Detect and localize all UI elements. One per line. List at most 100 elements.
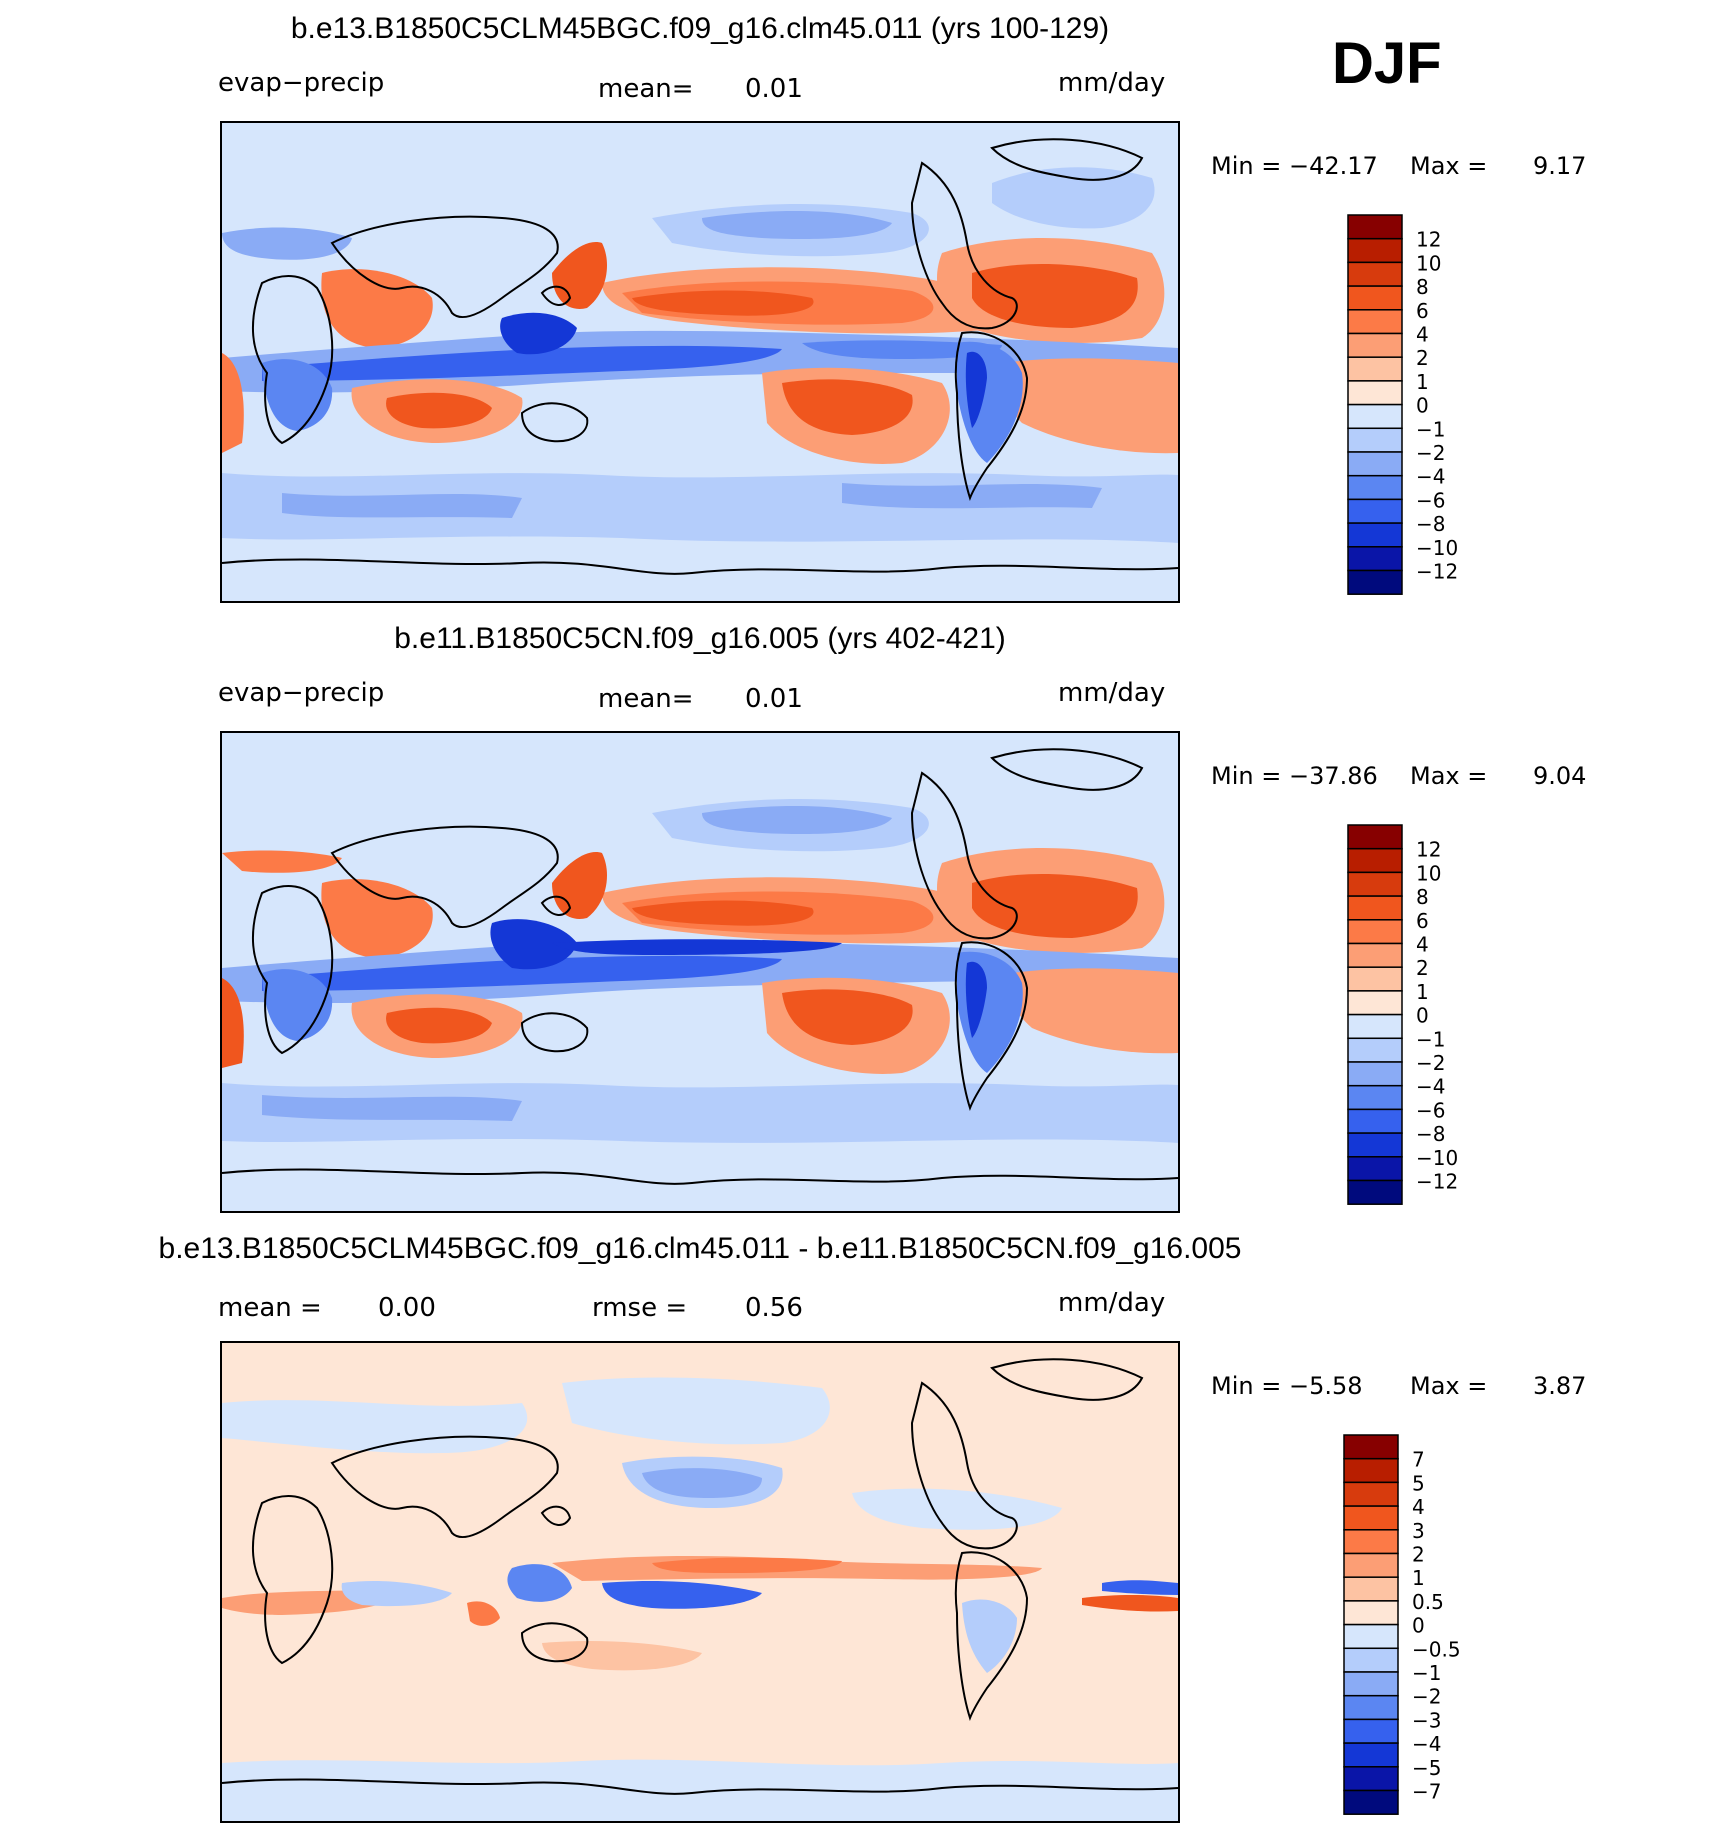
colorbar-0-swatch-5 [1347,332,1403,358]
colorbar-2-swatch-11 [1343,1694,1399,1721]
colorbar-0-tick-label-5: 2 [1416,346,1429,370]
panel-3-coastlines [222,1358,1178,1795]
colorbar-1-tick-label-2: 8 [1416,885,1429,909]
colorbar-0-swatch-14 [1347,546,1403,572]
panel-3-title: b.e13.B1850C5CLM45BGC.f09_g16.clm45.011 … [158,1232,1242,1265]
colorbar-1-swatch-3 [1347,895,1403,921]
colorbar-0-tick-label-7: 0 [1416,394,1429,418]
panel-3-colorbar: 7 5 4 3 2 1 0.5 0 −0.5 −1 −2 −3 −4 −5 −7 [1342,1433,1502,1815]
colorbar-0-tick-label-6: 1 [1416,370,1429,394]
colorbar-1-tick-label-0: 12 [1416,838,1441,862]
panel-2-colorbar: 12 10 8 6 4 2 1 0 −1 −2 −4 −6 −8 −10 −12 [1346,823,1506,1205]
colorbar-0-swatch-7 [1347,380,1403,406]
colorbar-2-swatch-2 [1343,1481,1399,1507]
panel-2-variable-label: evap−precip [218,678,385,708]
colorbar-1-swatch-4 [1347,919,1403,945]
panel-2-units: mm/day [1058,678,1166,708]
colorbar-0-swatch-10 [1347,451,1403,477]
colorbar-2-tick-label-1: 5 [1412,1471,1425,1495]
panel-2-mean-value: 0.01 [745,684,803,714]
colorbar-1-swatch-5 [1347,942,1403,968]
panel-1-colorbar: 12 10 8 6 4 2 1 0 −1 −2 −4 −6 −8 −10 −12 [1346,213,1506,595]
colorbar-1-tick-label-4: 4 [1416,933,1429,957]
colorbar-2-tick-label-4: 2 [1412,1543,1425,1567]
colorbar-0-swatch-12 [1347,498,1403,524]
colorbar-0-tick-label-10: −4 [1416,465,1445,489]
panel-3-mean-value: 0.00 [378,1293,436,1323]
colorbar-0-tick-label-4: 4 [1416,323,1429,347]
colorbar-1-swatch-14 [1347,1156,1403,1182]
colorbar-2-tick-label-12: −4 [1412,1732,1441,1756]
panel-2-map-svg [222,733,1178,1211]
panel-1-mean-value: 0.01 [745,74,803,104]
panel-2-mean-label: mean= [598,684,694,714]
colorbar-0-tick-label-13: −10 [1416,536,1458,560]
panel-3-max-value: 3.87 [1533,1372,1587,1400]
colorbar-0-swatch-1 [1347,237,1403,264]
colorbar-1-swatch-10 [1347,1061,1403,1087]
colorbar-1-tick-label-7: 0 [1416,1004,1429,1028]
colorbar-0-tick-label-14: −12 [1416,560,1458,584]
colorbar-2-tick-label-0: 7 [1412,1448,1425,1472]
colorbar-1-tick-label-8: −1 [1416,1027,1445,1051]
colorbar-2-swatch-3 [1343,1505,1399,1531]
colorbar-1-tick-label-13: −10 [1416,1146,1458,1170]
colorbar-2-swatch-9 [1343,1647,1399,1673]
colorbar-2-swatch-15 [1343,1789,1399,1815]
colorbar-0-swatch-15 [1347,569,1403,595]
panel-2-min: Min = −37.86 [1211,762,1378,790]
panel-1-units: mm/day [1058,68,1166,98]
panel-1-max-value: 9.17 [1533,152,1587,180]
colorbar-1-tick-label-10: −4 [1416,1075,1445,1099]
panel-1-coastlines [222,138,1178,575]
colorbar-0-tick-label-9: −2 [1416,441,1445,465]
colorbar-1-tick-label-5: 2 [1416,956,1429,980]
colorbar-0-tick-label-12: −8 [1416,512,1445,536]
colorbar-2-swatch-13 [1343,1742,1399,1768]
colorbar-1-swatch-0 [1347,824,1403,850]
colorbar-0-swatch-4 [1347,309,1403,335]
panel-3-map-svg [222,1343,1178,1821]
panel-1-map-svg [222,123,1178,601]
panel-3-units: mm/day [1058,1288,1166,1318]
colorbar-1-swatch-11 [1347,1084,1403,1111]
panel-2-max-value: 9.04 [1533,762,1587,790]
colorbar-1-swatch-7 [1347,990,1403,1016]
colorbar-2-tick-label-3: 3 [1412,1519,1425,1543]
colorbar-0-tick-label-8: −1 [1416,417,1445,441]
colorbar-1-tick-label-6: 1 [1416,980,1429,1004]
colorbar-2-tick-label-2: 4 [1412,1495,1425,1519]
colorbar-1-swatch-2 [1347,871,1403,897]
colorbar-2-tick-label-6: 0.5 [1412,1590,1444,1614]
colorbar-0-tick-label-3: 6 [1416,299,1429,323]
colorbar-2-tick-label-8: −0.5 [1412,1637,1461,1661]
colorbar-2-tick-label-11: −3 [1412,1708,1441,1732]
panel-1-map [220,121,1180,603]
colorbar-2-swatch-8 [1343,1623,1399,1650]
panel-3-min: Min = −5.58 [1211,1372,1363,1400]
colorbar-0-tick-label-2: 8 [1416,275,1429,299]
colorbar-1-tick-label-12: −8 [1416,1122,1445,1146]
season-label: DJF [1332,31,1442,96]
colorbar-0-tick-label-11: −6 [1416,488,1445,512]
panel-3-max-label: Max = [1410,1372,1488,1400]
colorbar-0-swatch-6 [1347,356,1403,382]
panel-1-max-label: Max = [1410,152,1488,180]
colorbar-2-tick-label-7: 0 [1412,1614,1425,1638]
colorbar-2-swatch-5 [1343,1552,1399,1578]
colorbar-1-swatch-15 [1347,1179,1403,1205]
colorbar-2-swatch-10 [1343,1671,1399,1697]
panel-3-mean-label: mean = [218,1293,322,1323]
panel-3-rmse-label: rmse = [592,1293,688,1323]
colorbar-2-tick-label-10: −2 [1412,1685,1441,1709]
panel-1-min: Min = −42.17 [1211,152,1378,180]
colorbar-1-swatch-8 [1347,1013,1403,1040]
colorbar-1-tick-label-1: 10 [1416,861,1441,885]
panel-2-coastlines [222,748,1178,1185]
colorbar-0-tick-label-0: 12 [1416,228,1441,252]
colorbar-0-swatch-9 [1347,427,1403,453]
colorbar-2-swatch-6 [1343,1576,1399,1602]
colorbar-0-swatch-3 [1347,285,1403,311]
colorbar-1-swatch-6 [1347,966,1403,992]
colorbar-2-tick-label-14: −7 [1412,1780,1441,1804]
